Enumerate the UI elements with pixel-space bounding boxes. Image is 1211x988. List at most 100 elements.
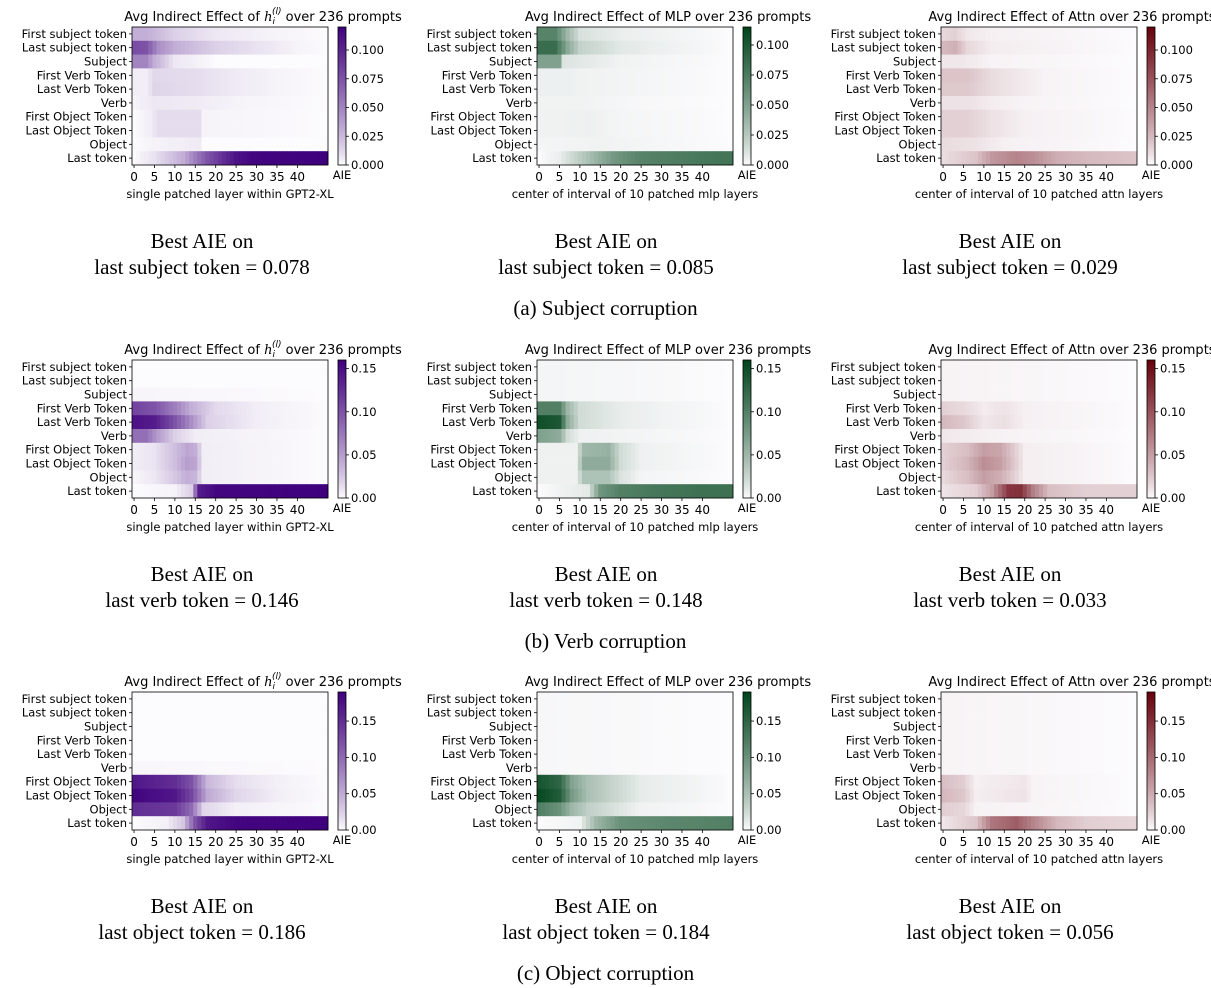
heatmap-cell — [724, 151, 730, 166]
heatmap-cell — [1063, 692, 1068, 707]
heatmap-cell — [189, 387, 194, 402]
heatmap-cell — [262, 788, 268, 803]
colorbar — [337, 691, 347, 831]
y-tick-label: First Object Token — [834, 110, 936, 124]
heatmap-cell — [1014, 96, 1019, 111]
heatmap-cell — [287, 705, 292, 720]
heatmap-cell — [132, 109, 137, 124]
heatmap-cell — [1030, 96, 1036, 111]
heatmap-cell — [659, 719, 664, 734]
heatmap-cell — [998, 802, 1003, 817]
heatmap-cell — [581, 137, 587, 152]
heatmap-cell — [671, 151, 677, 166]
heatmap-cell — [213, 733, 219, 748]
heatmap-cell — [553, 816, 558, 831]
heatmap-cell — [704, 54, 709, 69]
heatmap-cell — [577, 360, 583, 375]
heatmap-cell — [315, 456, 321, 471]
heatmap-cell — [1124, 27, 1130, 42]
heatmap-cell — [1124, 54, 1130, 69]
heatmap-cell — [164, 747, 170, 762]
heatmap-cell — [700, 27, 705, 42]
heatmap-cell — [541, 137, 546, 152]
heatmap-cell — [160, 373, 166, 388]
heatmap-cell — [148, 151, 153, 166]
heatmap-cell — [254, 692, 259, 707]
heatmap-cell — [1104, 761, 1109, 776]
heatmap-cell — [973, 40, 979, 55]
heatmap-cell — [655, 151, 660, 166]
heatmap-cell — [639, 788, 644, 803]
heatmap-cell — [961, 151, 966, 166]
heatmap-cell — [1075, 470, 1081, 485]
heatmap-cell — [545, 816, 550, 831]
heatmap-cell — [1071, 373, 1077, 388]
heatmap-cell — [598, 360, 603, 375]
heatmap-cell — [606, 82, 611, 97]
heatmap-cell — [303, 733, 308, 748]
heatmap-cell — [569, 442, 575, 457]
heatmap-cell — [295, 692, 300, 707]
heatmap-cell — [941, 123, 946, 138]
heatmap-cell — [262, 68, 268, 83]
heatmap-cell — [1092, 123, 1097, 138]
heatmap-cell — [1014, 802, 1019, 817]
heatmap-cell — [957, 360, 962, 375]
colorbar-tick-label: 0.025 — [1160, 129, 1193, 143]
heatmap-cell — [614, 470, 620, 485]
heatmap-cell — [667, 27, 673, 42]
heatmap-cell — [618, 761, 624, 776]
heatmap-cell — [569, 802, 575, 817]
heatmap-cell — [205, 719, 210, 734]
heatmap-cell — [303, 40, 308, 55]
heatmap-cell — [586, 373, 591, 388]
heatmap-cell — [1104, 360, 1109, 375]
heatmap-cell — [295, 484, 300, 499]
heatmap-cell — [639, 82, 644, 97]
heatmap-cell — [557, 788, 562, 803]
heatmap-cell — [1112, 151, 1117, 166]
heatmap-cell — [626, 68, 632, 83]
heatmap-cell — [176, 27, 182, 42]
heatmap-cell — [1083, 40, 1089, 55]
heatmap-cell — [655, 373, 660, 388]
heatmap-cell — [1018, 401, 1024, 416]
heatmap-cell — [557, 802, 562, 817]
colorbar-tick-label: 0.10 — [756, 750, 782, 764]
x-axis-label: single patched layer within GPT2-XL — [126, 852, 334, 866]
heatmap-cell — [1124, 816, 1130, 831]
heatmap-cell — [1096, 40, 1101, 55]
heatmap-cell — [553, 733, 558, 748]
heatmap-cell — [724, 802, 730, 817]
heatmap-cell — [610, 747, 615, 762]
heatmap-cell — [279, 82, 284, 97]
heatmap-cell — [594, 96, 599, 111]
heatmap-cell — [270, 27, 276, 42]
heatmap-cell — [586, 802, 591, 817]
x-tick-label: 5 — [960, 503, 968, 517]
heatmap-cell — [176, 442, 182, 457]
heatmap-cell — [643, 761, 648, 776]
heatmap-cell — [541, 151, 546, 166]
heatmap-cell — [553, 429, 558, 444]
heatmap-cell — [1030, 109, 1036, 124]
heatmap-cell — [704, 137, 709, 152]
heatmap-cell — [573, 123, 579, 138]
heatmap-cell — [977, 401, 983, 416]
heatmap-cell — [728, 470, 734, 485]
heatmap-cell — [973, 802, 979, 817]
heatmap-cell — [720, 40, 726, 55]
heatmap-cell — [266, 456, 272, 471]
heatmap-cell — [1128, 151, 1134, 166]
heatmap-cell — [1092, 816, 1097, 831]
x-tick-label: 20 — [208, 170, 223, 184]
heatmap-cell — [303, 360, 308, 375]
x-tick-label: 20 — [208, 503, 223, 517]
heatmap-cell — [250, 137, 255, 152]
heatmap-cell — [136, 40, 141, 55]
heatmap-cell — [1116, 123, 1122, 138]
heatmap-cell — [299, 429, 304, 444]
heatmap-cell — [663, 415, 669, 430]
heatmap-cell — [152, 40, 157, 55]
heatmap-cell — [598, 373, 603, 388]
